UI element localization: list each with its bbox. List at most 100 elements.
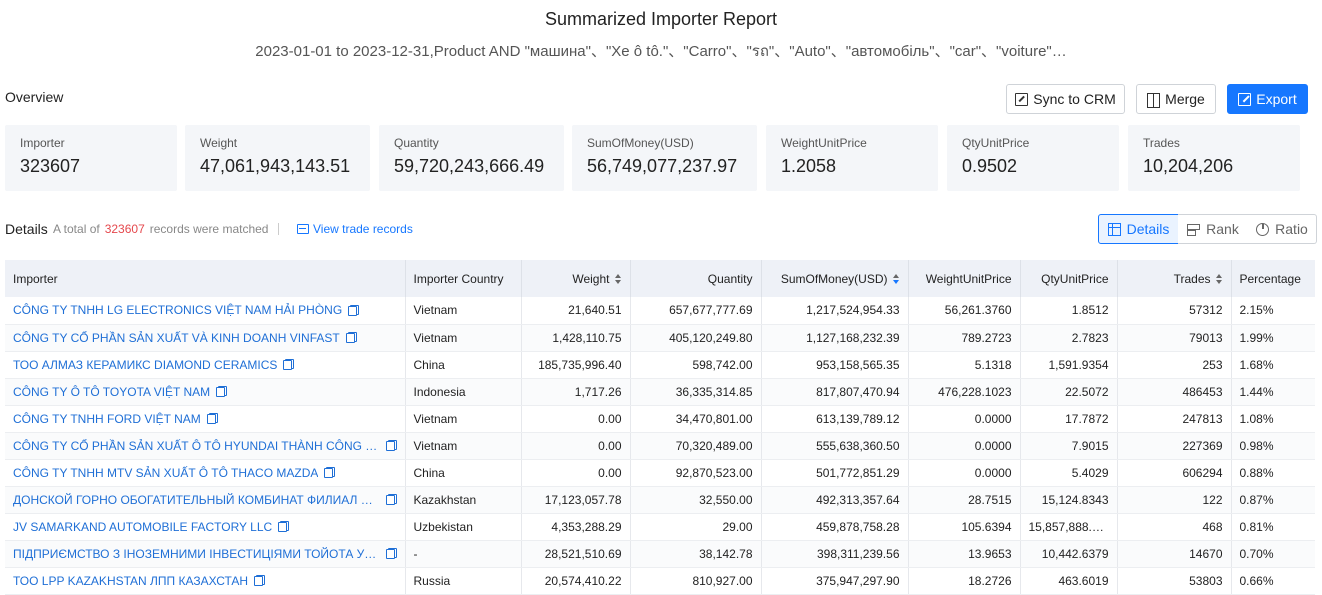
percentage-cell: 0.70% (1231, 540, 1315, 568)
quantity-cell: 657,677,777.69 (630, 297, 762, 325)
copy-icon[interactable] (283, 359, 295, 370)
records-matched-text: A total of 323607 records were matched (53, 222, 268, 236)
col-sum-of-money[interactable]: SumOfMoney(USD) (761, 260, 909, 297)
copy-icon[interactable] (385, 548, 397, 559)
country-cell: China (405, 459, 522, 487)
table-row: JV SAMARKAND AUTOMOBILE FACTORY LLC Uzbek… (5, 513, 1315, 541)
importer-name-cell[interactable]: CÔNG TY TNHH LG ELECTRONICS VIỆT NAM HẢI… (5, 297, 406, 325)
view-ratio-label: Ratio (1275, 221, 1308, 237)
view-trade-records-link[interactable]: View trade records (297, 222, 413, 236)
card-qty-unit-price: QtyUnitPrice 0.9502 (947, 125, 1119, 191)
trades-cell: 227369 (1117, 432, 1232, 460)
card-quantity: Quantity 59,720,243,666.49 (379, 125, 564, 191)
percentage-cell: 0.98% (1231, 432, 1315, 460)
table-row: ТОО LPP KAZAKHSTAN ЛПП КАЗАХСТАН Russia 20… (5, 567, 1315, 595)
view-details-tab[interactable]: Details (1098, 214, 1179, 244)
sync-crm-icon (1015, 92, 1029, 106)
importer-name-cell[interactable]: ПІДПРИЄМСТВО З ІНОЗЕМНИМИ ІНВЕСТИЦІЯМИ Т… (5, 540, 406, 568)
money-cell: 375,947,297.90 (761, 567, 909, 595)
weight-unit-price-cell: 476,228.1023 (908, 378, 1021, 406)
importer-link[interactable]: CÔNG TY CỔ PHẦN SẢN XUẤT VÀ KINH DOANH V… (13, 330, 340, 345)
money-cell: 953,158,565.35 (761, 351, 909, 379)
percentage-cell: 1.08% (1231, 405, 1315, 433)
col-trades[interactable]: Trades (1117, 260, 1232, 297)
sync-to-crm-button[interactable]: Sync to CRM (1006, 84, 1125, 114)
view-ratio-tab[interactable]: Ratio (1248, 214, 1317, 244)
percentage-cell: 1.68% (1231, 351, 1315, 379)
trades-cell: 79013 (1117, 324, 1232, 352)
money-cell: 459,878,758.28 (761, 513, 909, 541)
weight-cell: 17,123,057.78 (521, 486, 631, 514)
view-rank-tab[interactable]: Rank (1178, 214, 1249, 244)
importer-link[interactable]: ТОО АЛМАЗ КЕРАМИКС DIAMOND CERAMICS (13, 357, 278, 372)
importer-name-cell[interactable]: CÔNG TY TNHH MTV SẢN XUẤT Ô TÔ THACO MAZ… (5, 459, 406, 487)
quantity-cell: 29.00 (630, 513, 762, 541)
weight-cell: 1,428,110.75 (521, 324, 631, 352)
importer-name-cell[interactable]: ДОНСКОЙ ГОРНО ОБОГАТИТЕЛЬНЫЙ КОМБИНАТ ФИ… (5, 486, 406, 514)
quantity-cell: 70,320,489.00 (630, 432, 762, 460)
importer-link[interactable]: CÔNG TY TNHH LG ELECTRONICS VIỆT NAM HẢI… (13, 303, 343, 318)
qty-unit-price-cell: 17.7872 (1020, 405, 1118, 433)
weight-unit-price-cell: 56,261.3760 (908, 297, 1021, 325)
card-value: 10,204,206 (1143, 156, 1234, 176)
copy-icon[interactable] (216, 386, 228, 397)
importer-link[interactable]: CÔNG TY TNHH FORD VIỆT NAM (13, 411, 201, 426)
card-label: QtyUnitPrice (962, 136, 1030, 150)
card-value: 323607 (20, 156, 81, 176)
importer-name-cell[interactable]: CÔNG TY Ô TÔ TOYOTA VIỆT NAM (5, 378, 406, 406)
col-importer-country: Importer Country (405, 260, 522, 297)
weight-unit-price-cell: 0.0000 (908, 405, 1021, 433)
importer-name-cell[interactable]: ТОО LPP KAZAKHSTAN ЛПП КАЗАХСТАН (5, 567, 406, 595)
percentage-cell: 0.81% (1231, 513, 1315, 541)
country-cell: Vietnam (405, 297, 522, 325)
importer-link[interactable]: CÔNG TY Ô TÔ TOYOTA VIỆT NAM (13, 384, 211, 399)
qty-unit-price-cell: 10,442.6379 (1020, 540, 1118, 568)
importer-link[interactable]: ПІДПРИЄМСТВО З ІНОЗЕМНИМИ ІНВЕСТИЦІЯМИ Т… (13, 546, 380, 561)
quantity-cell: 32,550.00 (630, 486, 762, 514)
importer-link[interactable]: CÔNG TY CỔ PHẦN SẢN XUẤT Ô TÔ HYUNDAI TH… (13, 438, 380, 453)
table-row: ПІДПРИЄМСТВО З ІНОЗЕМНИМИ ІНВЕСТИЦІЯМИ Т… (5, 540, 1315, 568)
card-weight-unit-price: WeightUnitPrice 1.2058 (766, 125, 938, 191)
weight-unit-price-cell: 13.9653 (908, 540, 1021, 568)
card-value: 59,720,243,666.49 (394, 156, 545, 176)
overview-heading: Overview (5, 89, 64, 105)
importer-name-cell[interactable]: CÔNG TY CỔ PHẦN SẢN XUẤT Ô TÔ HYUNDAI TH… (5, 432, 406, 460)
copy-icon[interactable] (278, 521, 290, 532)
report-subtitle: 2023-01-01 to 2023-12-31,Product AND "ма… (255, 43, 1067, 60)
copy-icon[interactable] (254, 575, 266, 586)
importer-link[interactable]: ДОНСКОЙ ГОРНО ОБОГАТИТЕЛЬНЫЙ КОМБИНАТ ФИ… (13, 492, 380, 507)
weight-unit-price-cell: 18.2726 (908, 567, 1021, 595)
copy-icon[interactable] (348, 304, 360, 316)
export-button[interactable]: Export (1227, 84, 1308, 114)
importer-name-cell[interactable]: ТОО АЛМАЗ КЕРАМИКС DIAMOND CERAMICS (5, 351, 406, 379)
copy-icon[interactable] (385, 440, 397, 451)
col-weight[interactable]: Weight (521, 260, 631, 297)
sort-icon[interactable] (892, 274, 900, 285)
importer-link[interactable]: ТОО LPP KAZAKHSTAN ЛПП КАЗАХСТАН (13, 573, 249, 588)
view-details-label: Details (1126, 221, 1170, 237)
importer-name-cell[interactable]: CÔNG TY CỔ PHẦN SẢN XUẤT VÀ KINH DOANH V… (5, 324, 406, 352)
country-cell: Russia (405, 567, 522, 595)
merge-icon (1147, 92, 1161, 108)
qty-unit-price-cell: 2.7823 (1020, 324, 1118, 352)
copy-icon[interactable] (345, 332, 357, 343)
importer-name-cell[interactable]: CÔNG TY TNHH FORD VIỆT NAM (5, 405, 406, 433)
qty-unit-price-cell: 5.4029 (1020, 459, 1118, 487)
trades-cell: 486453 (1117, 378, 1232, 406)
country-cell: Uzbekistan (405, 513, 522, 541)
importer-name-cell[interactable]: JV SAMARKAND AUTOMOBILE FACTORY LLC (5, 513, 406, 541)
copy-icon[interactable] (206, 413, 218, 424)
card-label: Quantity (394, 136, 439, 150)
sort-icon[interactable] (614, 274, 622, 285)
sort-icon[interactable] (1215, 274, 1223, 285)
importer-link[interactable]: JV SAMARKAND AUTOMOBILE FACTORY LLC (13, 519, 273, 534)
merge-button[interactable]: Merge (1136, 84, 1216, 114)
copy-icon[interactable] (385, 494, 397, 505)
qty-unit-price-cell: 463.6019 (1020, 567, 1118, 595)
quantity-cell: 34,470,801.00 (630, 405, 762, 433)
sync-to-crm-label: Sync to CRM (1033, 91, 1116, 107)
importer-link[interactable]: CÔNG TY TNHH MTV SẢN XUẤT Ô TÔ THACO MAZ… (13, 465, 319, 480)
pie-icon (1256, 222, 1270, 236)
copy-icon[interactable] (324, 467, 336, 478)
table-row: ТОО АЛМАЗ КЕРАМИКС DIAMOND CERAMICS China… (5, 351, 1315, 379)
